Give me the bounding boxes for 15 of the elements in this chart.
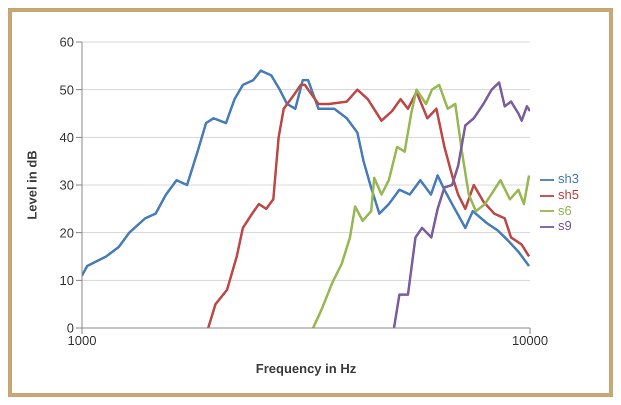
y-tick-label: 30 [60,178,74,193]
legend-label: sh5 [558,186,579,202]
y-axis-title: Level in dB [24,150,40,220]
y-tick-label: 10 [60,272,74,288]
x-tick-label: 1000 [68,333,96,348]
y-tick-label: 60 [60,34,74,50]
legend-label: sh3 [558,171,579,186]
x-axis-title: Frequency in Hz [256,361,357,376]
y-tick-label: 50 [60,82,74,98]
y-tick-label: 0 [66,320,74,336]
legend-label: s6 [558,202,572,218]
legend-label: s9 [558,218,572,234]
y-tick-label: 40 [60,130,74,145]
y-tick-label: 20 [60,225,74,240]
x-tick-label: 10000 [512,333,548,348]
